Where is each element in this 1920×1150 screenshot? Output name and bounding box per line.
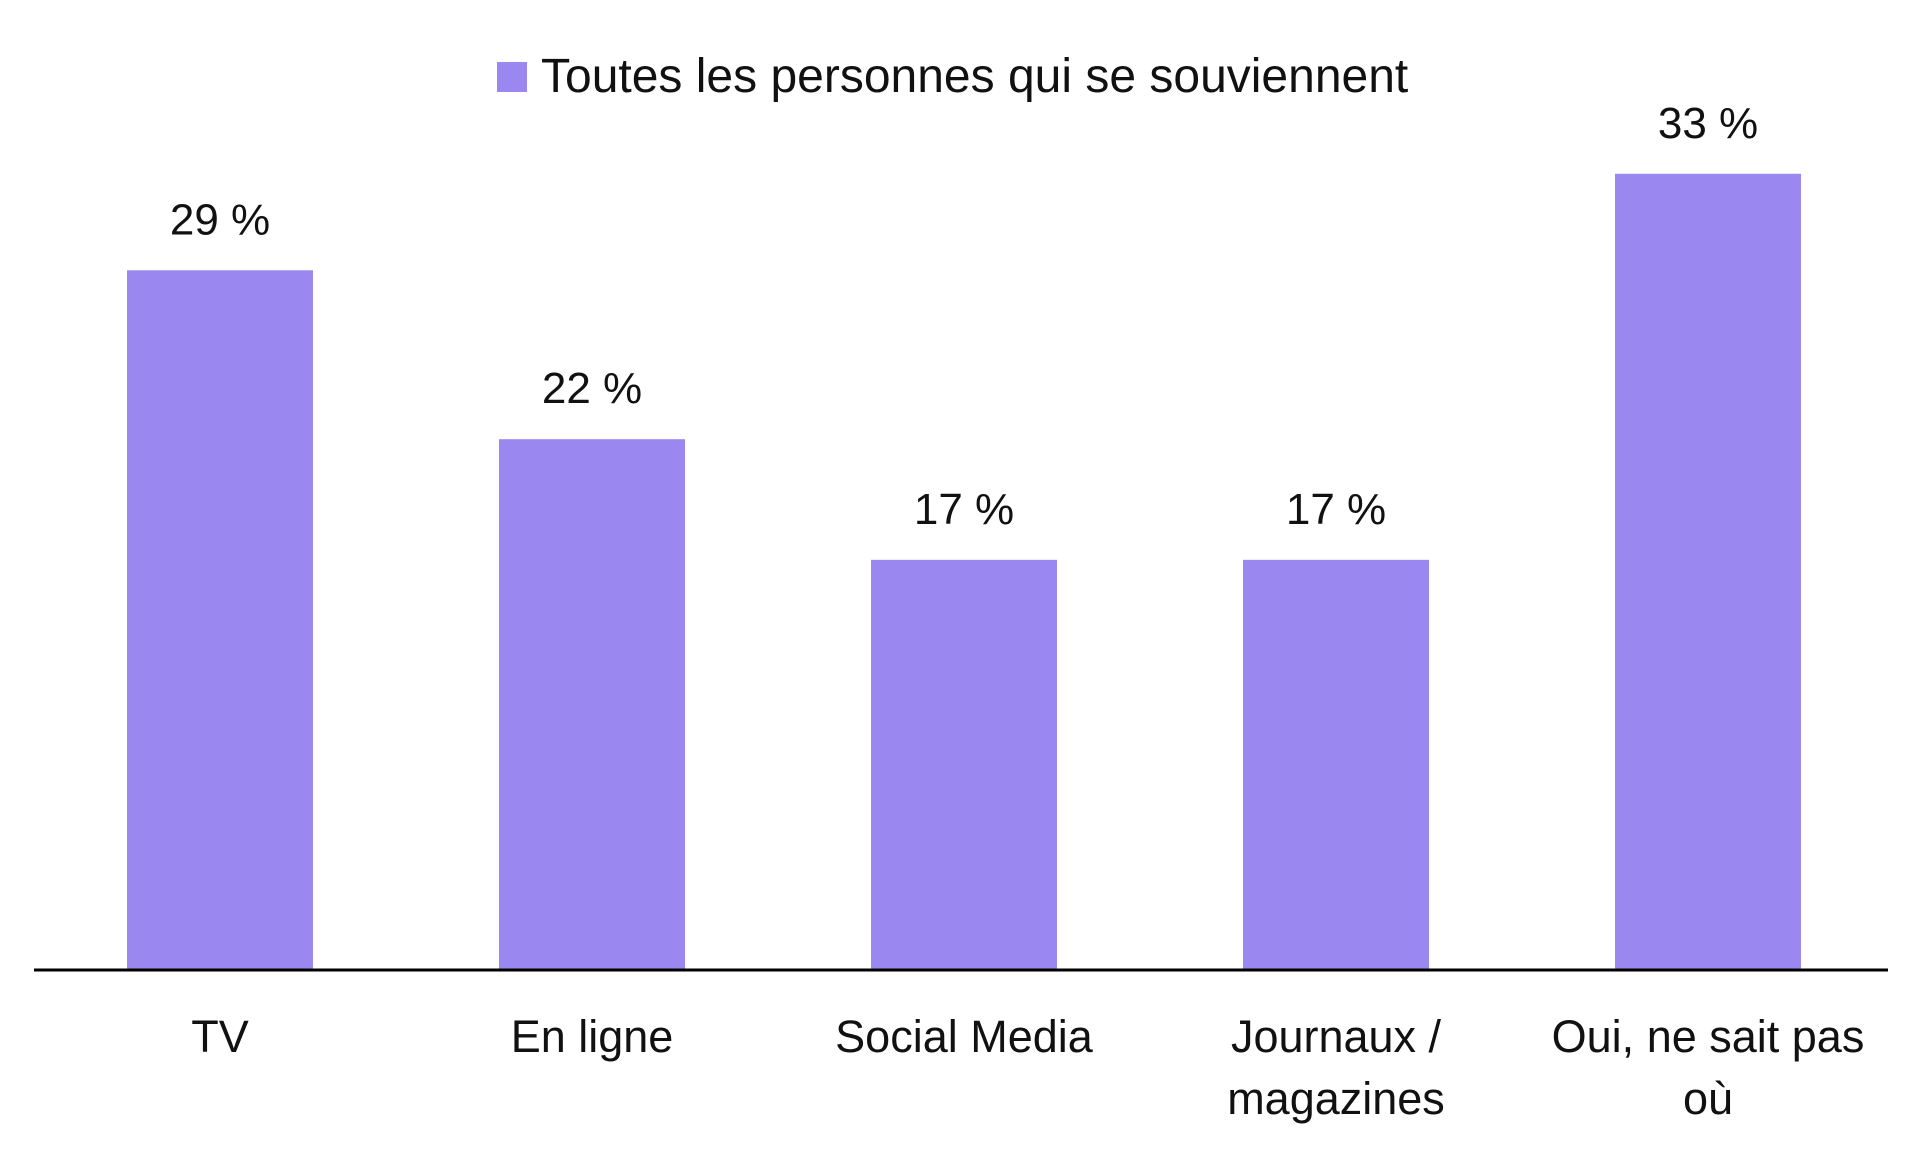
value-label-4: 33 %	[1658, 99, 1758, 148]
legend-swatch	[497, 62, 527, 92]
category-label-4: Oui, ne sait pas où	[1552, 1011, 1865, 1124]
category-label-3: Journaux / magazines	[1227, 1011, 1445, 1124]
bar-2	[871, 559, 1057, 970]
value-label-0: 29 %	[170, 195, 270, 244]
value-label-2: 17 %	[914, 485, 1014, 534]
bar-1	[499, 439, 685, 970]
legend: Toutes les personnes qui se souviennent	[497, 50, 1408, 103]
bar-4	[1615, 173, 1801, 971]
value-label-1: 22 %	[542, 364, 642, 413]
value-labels: 29 % 22 % 17 % 17 % 33 %	[170, 99, 1758, 534]
legend-label: Toutes les personnes qui se souviennent	[541, 50, 1408, 103]
category-label-0: TV	[191, 1011, 249, 1062]
category-label-1: En ligne	[511, 1011, 674, 1062]
category-labels: TV En ligne Social Media Journaux / magazine…	[191, 1011, 1864, 1124]
category-label-2: Social Media	[835, 1011, 1094, 1062]
value-label-3: 17 %	[1286, 485, 1386, 534]
bar-0	[127, 270, 313, 970]
bars	[127, 173, 1801, 971]
bar-3	[1243, 559, 1429, 970]
